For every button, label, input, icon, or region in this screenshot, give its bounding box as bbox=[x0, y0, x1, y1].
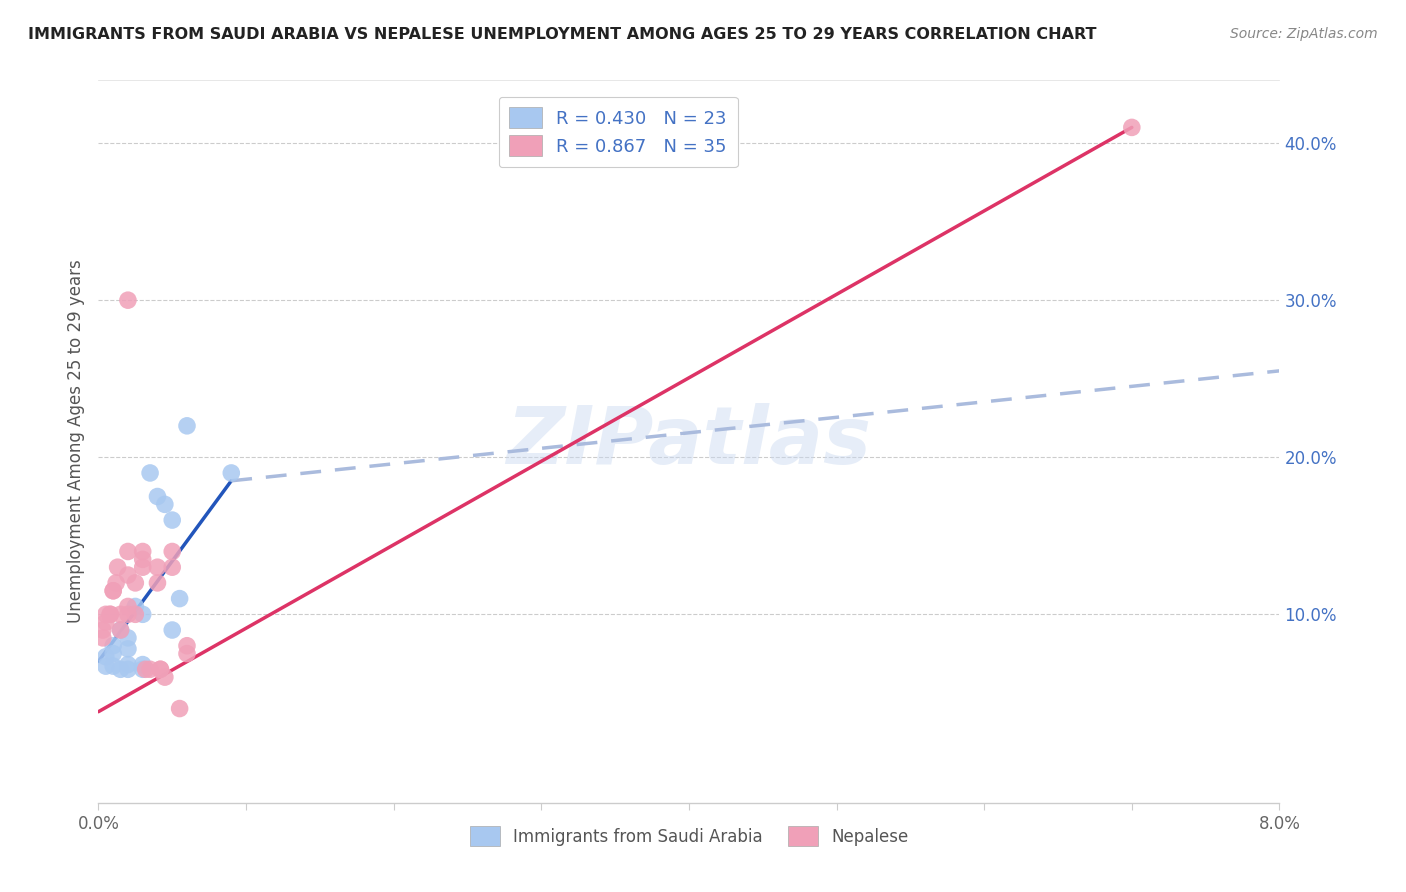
Text: ZIPatlas: ZIPatlas bbox=[506, 402, 872, 481]
Point bbox=[124, 575, 146, 590]
Point bbox=[94, 649, 117, 664]
Point bbox=[221, 466, 243, 480]
Text: Source: ZipAtlas.com: Source: ZipAtlas.com bbox=[1230, 27, 1378, 41]
Point bbox=[146, 490, 169, 504]
Point bbox=[103, 583, 125, 598]
Point bbox=[162, 513, 183, 527]
Point bbox=[110, 607, 132, 622]
Point bbox=[132, 544, 155, 558]
Point bbox=[98, 607, 121, 622]
Point bbox=[132, 552, 155, 566]
Point bbox=[103, 639, 125, 653]
Point bbox=[117, 641, 139, 656]
Point bbox=[117, 544, 139, 558]
Point bbox=[132, 607, 155, 622]
Point bbox=[110, 662, 132, 676]
Point bbox=[117, 631, 139, 645]
Point bbox=[162, 623, 183, 637]
Point bbox=[117, 293, 139, 308]
Point bbox=[110, 623, 132, 637]
Point bbox=[132, 662, 155, 676]
Y-axis label: Unemployment Among Ages 25 to 29 years: Unemployment Among Ages 25 to 29 years bbox=[66, 260, 84, 624]
Point bbox=[139, 466, 162, 480]
Point bbox=[149, 662, 172, 676]
Point bbox=[169, 701, 191, 715]
Point bbox=[117, 662, 139, 676]
Point bbox=[124, 599, 146, 614]
Point bbox=[91, 623, 114, 637]
Point bbox=[162, 544, 183, 558]
Point bbox=[98, 607, 121, 622]
Point bbox=[94, 659, 117, 673]
Point bbox=[94, 607, 117, 622]
Point bbox=[124, 607, 146, 622]
Point bbox=[117, 607, 139, 622]
Point bbox=[176, 647, 198, 661]
Point bbox=[1121, 120, 1143, 135]
Point bbox=[117, 568, 139, 582]
Point bbox=[153, 497, 176, 511]
Point bbox=[139, 662, 162, 676]
Point bbox=[94, 615, 117, 630]
Point bbox=[149, 662, 172, 676]
Point bbox=[105, 575, 128, 590]
Point bbox=[91, 631, 114, 645]
Point bbox=[103, 659, 125, 673]
Point bbox=[132, 657, 155, 672]
Point bbox=[153, 670, 176, 684]
Point bbox=[110, 623, 132, 637]
Point bbox=[176, 639, 198, 653]
Point bbox=[169, 591, 191, 606]
Point bbox=[162, 560, 183, 574]
Point bbox=[146, 575, 169, 590]
Point bbox=[117, 657, 139, 672]
Point bbox=[107, 560, 129, 574]
Legend: Immigrants from Saudi Arabia, Nepalese: Immigrants from Saudi Arabia, Nepalese bbox=[463, 820, 915, 852]
Point bbox=[117, 599, 139, 614]
Point bbox=[146, 560, 169, 574]
Point bbox=[132, 560, 155, 574]
Point bbox=[103, 647, 125, 661]
Point bbox=[103, 583, 125, 598]
Point bbox=[135, 662, 157, 676]
Point bbox=[176, 418, 198, 433]
Text: IMMIGRANTS FROM SAUDI ARABIA VS NEPALESE UNEMPLOYMENT AMONG AGES 25 TO 29 YEARS : IMMIGRANTS FROM SAUDI ARABIA VS NEPALESE… bbox=[28, 27, 1097, 42]
